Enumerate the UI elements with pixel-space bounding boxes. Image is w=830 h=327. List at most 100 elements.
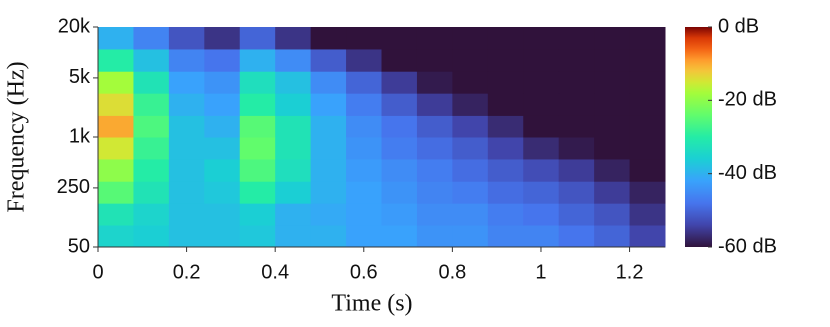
heat-cell — [310, 181, 347, 204]
heat-cell — [346, 71, 382, 94]
heat-cell — [346, 115, 382, 138]
x-tick-label: 1.2 — [616, 261, 644, 283]
heat-cell — [204, 48, 241, 72]
heat-cell — [558, 158, 595, 182]
heat-cell — [239, 48, 276, 72]
heat-cell — [558, 203, 595, 226]
heat-cell — [168, 158, 205, 182]
heat-cell — [416, 158, 453, 182]
heat-cell — [558, 137, 595, 160]
heat-cell — [275, 93, 312, 116]
heat-cell — [275, 71, 312, 94]
heat-cell — [204, 225, 241, 248]
heat-cell — [381, 181, 418, 204]
heat-cell — [98, 93, 134, 116]
heat-cell — [452, 48, 489, 72]
heat-cell — [168, 203, 205, 226]
heat-cell — [629, 203, 666, 226]
heat-cell — [310, 93, 347, 116]
heat-cell — [487, 137, 524, 160]
heat-cell — [239, 181, 276, 204]
heat-cell — [416, 203, 453, 226]
heat-cell — [629, 225, 666, 248]
heat-cell — [416, 48, 453, 72]
heat-cell — [346, 181, 382, 204]
heat-cell — [310, 158, 347, 182]
heat-cell — [629, 137, 666, 160]
y-tick-label: 5k — [69, 66, 91, 88]
heat-cell — [346, 137, 382, 160]
heat-cell — [346, 225, 382, 248]
heat-cell — [346, 27, 382, 50]
heat-cell — [275, 48, 312, 72]
heat-cell — [452, 93, 489, 116]
heat-cell — [416, 225, 453, 248]
heat-cell — [133, 93, 170, 116]
heat-cell — [133, 181, 170, 204]
heat-cell — [452, 71, 489, 94]
heat-cell — [594, 115, 631, 138]
heat-cell — [98, 203, 134, 226]
heat-cell — [239, 137, 276, 160]
heat-cell — [594, 225, 631, 248]
heat-cell — [133, 158, 170, 182]
heat-cell — [204, 203, 241, 226]
heat-cell — [310, 71, 347, 94]
heat-cell — [381, 71, 418, 94]
heat-cell — [381, 27, 418, 50]
heat-cell — [416, 27, 453, 50]
heat-cell — [523, 71, 560, 94]
heat-cell — [558, 27, 595, 50]
heat-cell — [310, 137, 347, 160]
heat-cell — [452, 27, 489, 50]
heat-cell — [381, 93, 418, 116]
heat-cell — [487, 71, 524, 94]
heat-cell — [346, 93, 382, 116]
heat-cell — [452, 137, 489, 160]
heat-cell — [381, 137, 418, 160]
heat-cell — [487, 203, 524, 226]
heat-cell — [629, 71, 666, 94]
heat-cell — [523, 48, 560, 72]
heat-cell — [310, 115, 347, 138]
heat-cell — [416, 93, 453, 116]
heat-cell — [168, 71, 205, 94]
heat-cell — [275, 137, 312, 160]
heat-cell — [452, 158, 489, 182]
heat-cell — [275, 181, 312, 204]
heat-cell — [204, 93, 241, 116]
x-tick-label: 0.4 — [261, 261, 289, 283]
heat-cell — [133, 115, 170, 138]
heat-cell — [594, 27, 631, 50]
heat-cell — [204, 71, 241, 94]
x-tick-label: 0 — [92, 261, 103, 283]
heat-cell — [558, 93, 595, 116]
heat-cell — [452, 225, 489, 248]
heat-cell — [98, 181, 134, 204]
colorbar-tick-label: -20 dB — [718, 89, 777, 111]
heat-cell — [416, 181, 453, 204]
heat-cell — [594, 158, 631, 182]
heat-cell — [168, 115, 205, 138]
heat-cell — [487, 48, 524, 72]
x-axis-title: Time (s) — [331, 291, 412, 317]
heat-cell — [98, 48, 134, 72]
heat-cell — [381, 48, 418, 72]
heat-cell — [416, 115, 453, 138]
heat-cell — [310, 225, 347, 248]
heat-cell — [168, 137, 205, 160]
heat-cell — [346, 158, 382, 182]
y-tick-label: 20k — [58, 15, 91, 37]
heat-cell — [168, 181, 205, 204]
y-axis-title: Frequency (Hz) — [4, 61, 30, 212]
heat-cell — [452, 181, 489, 204]
heat-cell — [594, 137, 631, 160]
heat-cell — [452, 115, 489, 138]
heat-cell — [98, 225, 134, 248]
heat-cell — [239, 71, 276, 94]
heat-cell — [594, 71, 631, 94]
heat-cell — [98, 158, 134, 182]
x-tick-label: 0.8 — [438, 261, 466, 283]
